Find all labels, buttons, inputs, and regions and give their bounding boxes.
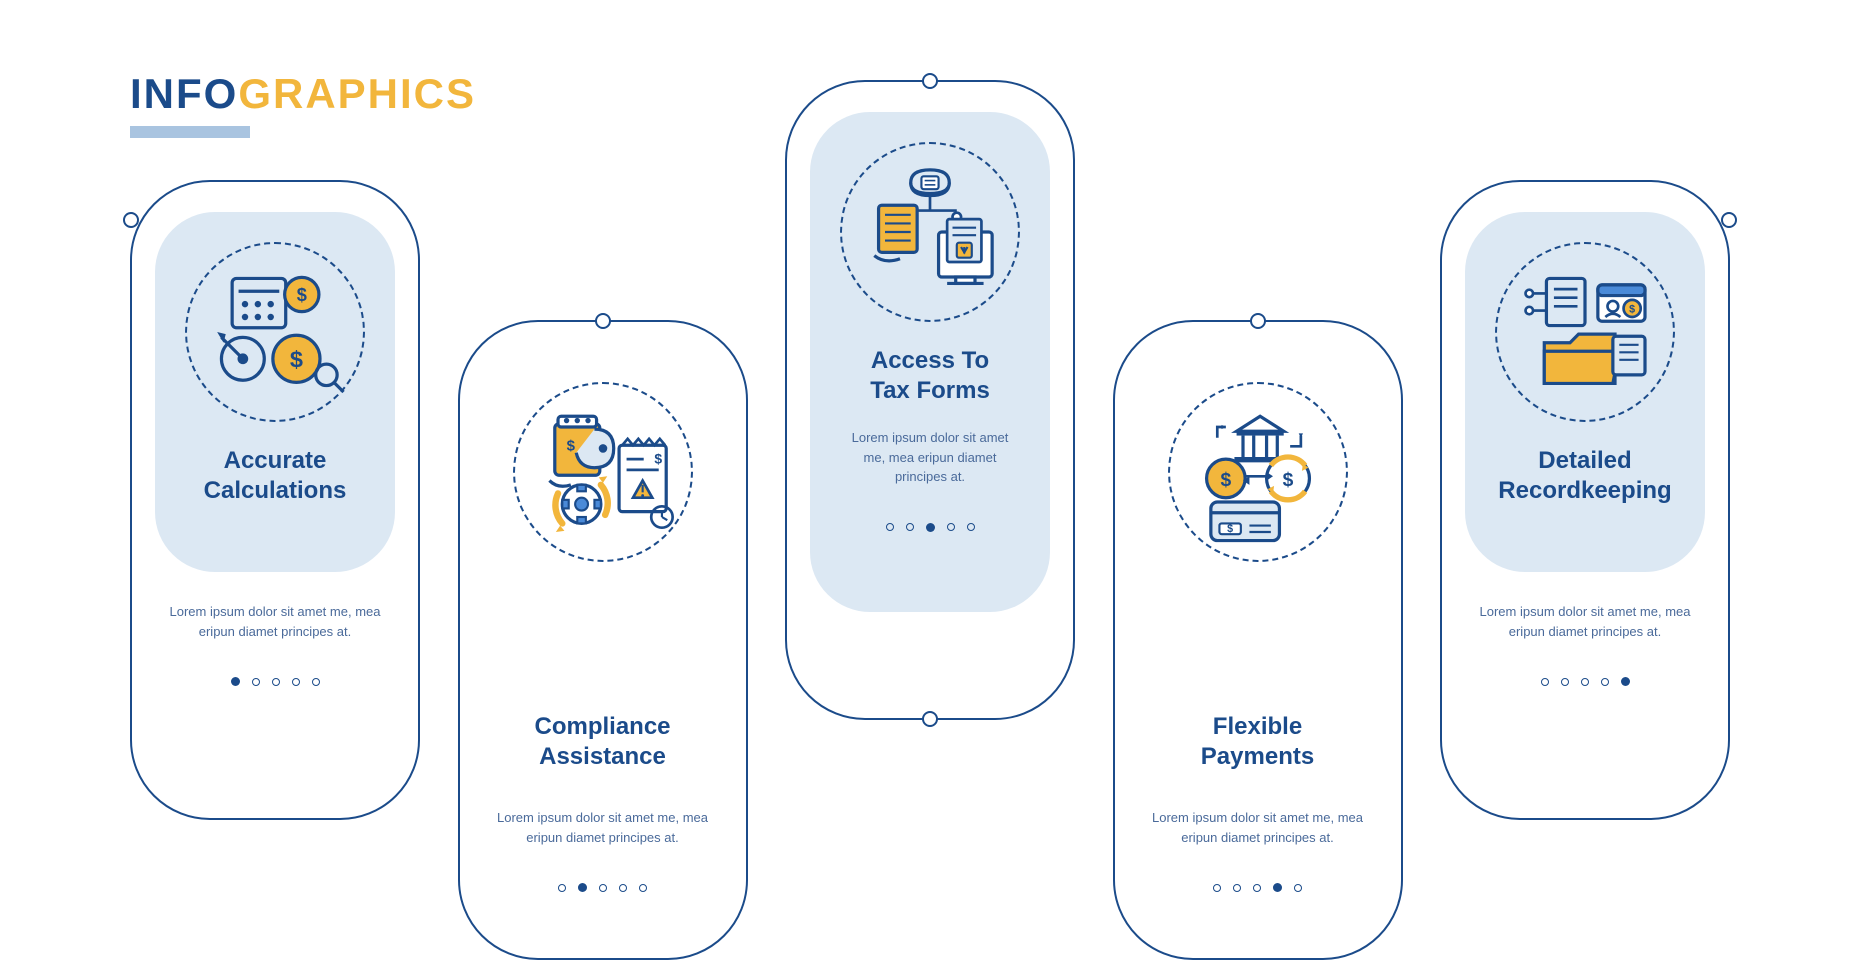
card-body: Lorem ipsum dolor sit amet me, mea eripu…	[490, 808, 716, 847]
dot	[292, 678, 300, 686]
dot	[1561, 678, 1569, 686]
dot	[1601, 678, 1609, 686]
accurate-calculations-icon	[185, 242, 365, 422]
dot	[1233, 884, 1241, 892]
dot	[1253, 884, 1261, 892]
flexible-payments-icon	[1168, 382, 1348, 562]
dot	[599, 884, 607, 892]
pagination-dots	[1213, 883, 1302, 892]
dot	[558, 884, 566, 892]
access-tax-forms-icon	[840, 142, 1020, 322]
card-title: Flexible Payments	[1201, 712, 1314, 772]
card-inner	[483, 352, 723, 712]
dot-active	[926, 523, 935, 532]
dot-active	[578, 883, 587, 892]
card-accurate-calculations: Accurate Calculations Lorem ipsum dolor s…	[130, 180, 420, 820]
card-inner	[1138, 352, 1378, 712]
connector-knob	[123, 212, 139, 228]
connector-knob	[1721, 212, 1737, 228]
connector-knob	[1250, 313, 1266, 329]
pagination-dots	[231, 677, 320, 686]
card-body: Lorem ipsum dolor sit amet me, mea eripu…	[1472, 602, 1698, 641]
card-body: Lorem ipsum dolor sit amet me, mea eripu…	[1145, 808, 1371, 847]
dot-active	[1273, 883, 1282, 892]
card-detailed-recordkeeping: Detailed Recordkeeping Lorem ipsum dolor …	[1440, 180, 1730, 820]
dot	[906, 523, 914, 531]
dot	[1541, 678, 1549, 686]
connector-knob	[922, 73, 938, 89]
dot	[1581, 678, 1589, 686]
connector-knob	[595, 313, 611, 329]
card-compliance-assistance: Compliance Assistance Lorem ipsum dolor s…	[458, 320, 748, 960]
detailed-recordkeeping-icon	[1495, 242, 1675, 422]
dot	[947, 523, 955, 531]
card-body: Lorem ipsum dolor sit amet me, mea eripu…	[840, 428, 1020, 487]
pagination-dots	[1541, 677, 1630, 686]
dot	[272, 678, 280, 686]
card-inner: Access To Tax Forms Lorem ipsum dolor sit…	[810, 112, 1050, 612]
dot	[1213, 884, 1221, 892]
pagination-dots	[558, 883, 647, 892]
card-title: Detailed Recordkeeping	[1498, 446, 1671, 506]
card-title: Accurate Calculations	[204, 446, 347, 506]
dot	[619, 884, 627, 892]
dot	[886, 523, 894, 531]
cards-row: Accurate Calculations Lorem ipsum dolor s…	[130, 80, 1730, 900]
card-title: Access To Tax Forms	[870, 346, 990, 406]
dot	[252, 678, 260, 686]
dot-active	[231, 677, 240, 686]
dot	[312, 678, 320, 686]
dot	[639, 884, 647, 892]
pagination-dots	[886, 523, 975, 532]
dot	[1294, 884, 1302, 892]
compliance-assistance-icon	[513, 382, 693, 562]
card-body: Lorem ipsum dolor sit amet me, mea eripu…	[162, 602, 388, 641]
connector-knob	[922, 711, 938, 727]
card-inner: Detailed Recordkeeping	[1465, 212, 1705, 572]
card-flexible-payments: Flexible Payments Lorem ipsum dolor sit a…	[1113, 320, 1403, 960]
card-inner: Accurate Calculations	[155, 212, 395, 572]
dot-active	[1621, 677, 1630, 686]
card-title: Compliance Assistance	[534, 712, 670, 772]
card-access-tax-forms: Access To Tax Forms Lorem ipsum dolor sit…	[785, 80, 1075, 720]
dot	[967, 523, 975, 531]
